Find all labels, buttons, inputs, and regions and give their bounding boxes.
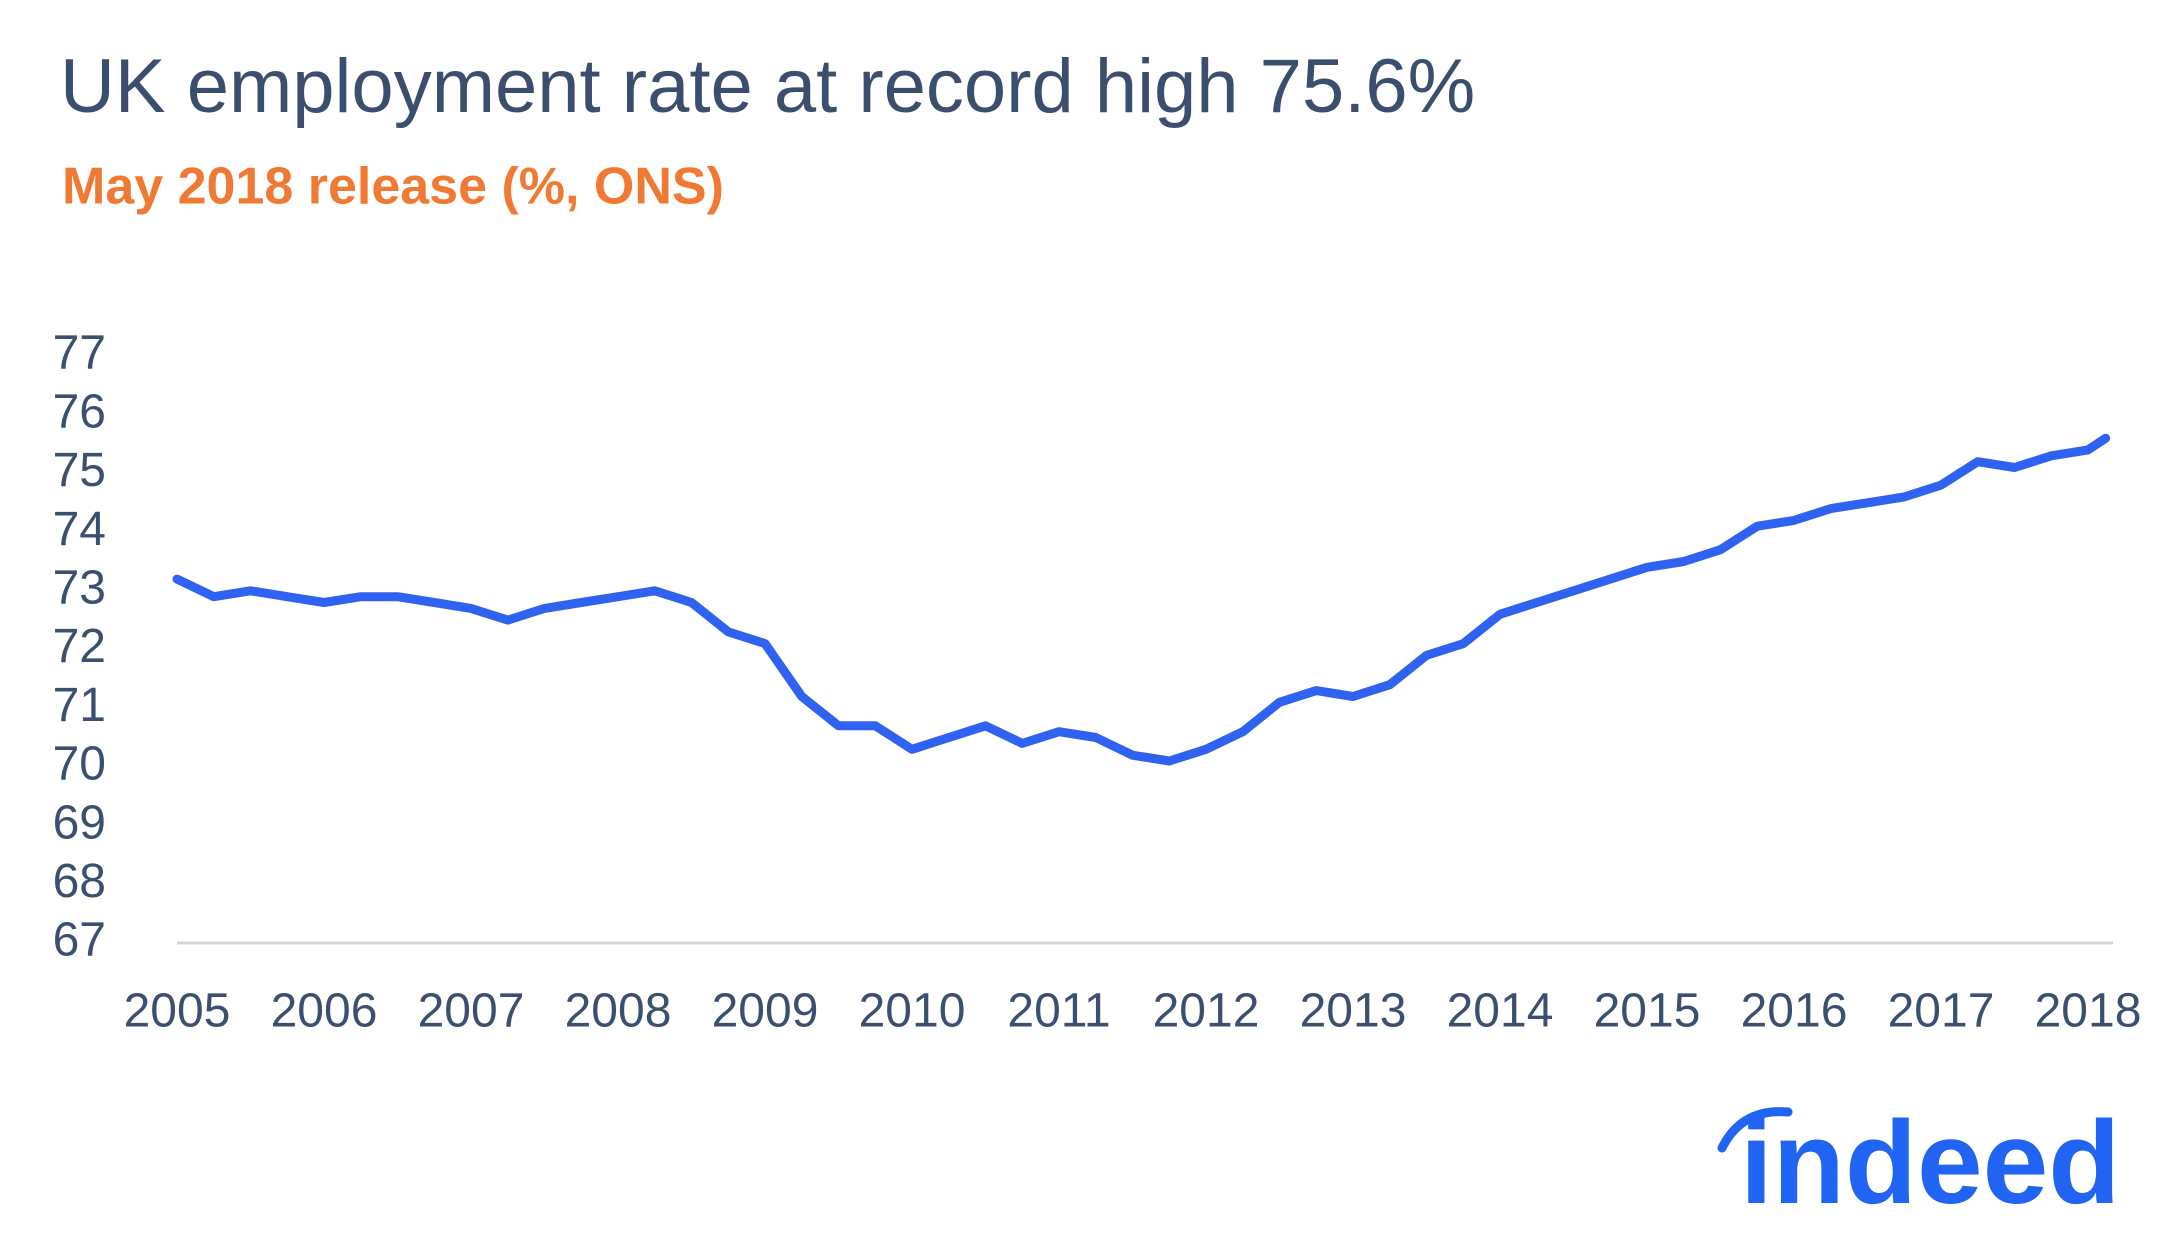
x-tick-label: 2014 — [1447, 985, 1554, 1038]
y-tick-label: 77 — [53, 327, 106, 380]
y-tick-label: 74 — [53, 503, 106, 556]
y-tick-label: 68 — [53, 855, 106, 908]
x-tick-label: 2007 — [418, 985, 525, 1038]
x-tick-label: 2015 — [1594, 985, 1701, 1038]
x-tick-label: 2013 — [1300, 985, 1407, 1038]
x-tick-label: 2009 — [712, 985, 819, 1038]
x-tick-label: 2011 — [1007, 985, 1110, 1038]
x-tick-label: 2016 — [1741, 985, 1848, 1038]
x-tick-label: 2005 — [124, 985, 231, 1038]
y-tick-label: 71 — [53, 679, 106, 732]
x-tick-label: 2008 — [565, 985, 672, 1038]
x-tick-label: 2006 — [271, 985, 378, 1038]
y-tick-label: 76 — [53, 385, 106, 438]
chart-subtitle: May 2018 release (%, ONS) — [62, 158, 724, 216]
y-tick-label: 70 — [53, 738, 106, 791]
x-tick-label: 2018 — [2035, 985, 2142, 1038]
line-series — [172, 433, 2111, 766]
y-tick-label: 75 — [53, 444, 106, 497]
x-tick-label: 2017 — [1888, 985, 1995, 1038]
chart-title: UK employment rate at record high 75.6% — [60, 44, 1475, 129]
y-tick-label: 72 — [53, 620, 106, 673]
x-tick-label: 2010 — [859, 985, 966, 1038]
y-tick-label: 67 — [53, 914, 106, 967]
x-tick-label: 2012 — [1153, 985, 1260, 1038]
y-tick-label: 73 — [53, 561, 106, 614]
y-tick-label: 69 — [53, 796, 106, 849]
logo: indeed — [1740, 1097, 2120, 1229]
logo-arc — [1717, 1107, 1793, 1153]
